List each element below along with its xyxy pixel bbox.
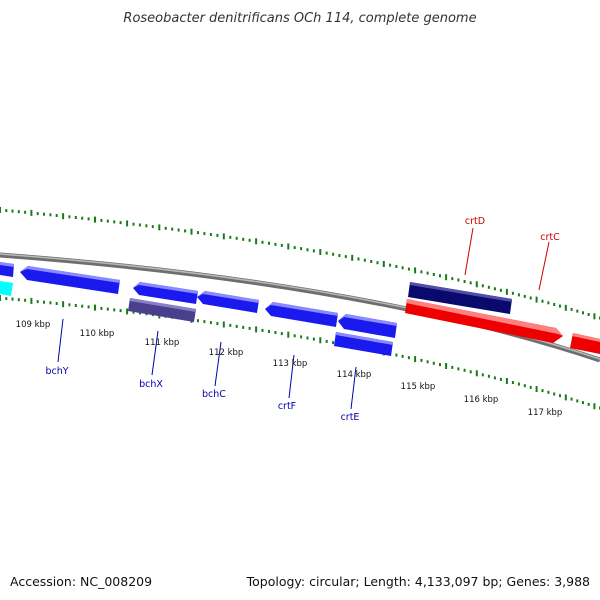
gene-label-crtF: crtF [278, 401, 296, 412]
gene-label-crtD: crtD [465, 216, 485, 227]
tick-label: 112 kbp [209, 348, 244, 358]
gene-crtF[interactable] [265, 302, 338, 327]
gene-label-bchY: bchY [45, 366, 68, 377]
tick-label: 115 kbp [401, 382, 436, 392]
gene-crtE[interactable] [334, 332, 393, 356]
tick-label: 117 kbp [528, 408, 563, 418]
outer-dotted-track [0, 207, 600, 320]
tick-label: 109 kbp [16, 320, 51, 330]
tick-label: 116 kbp [464, 395, 499, 405]
scale-tick-labels: 109 kbp 110 kbp 111 kbp 112 kbp 113 kbp … [16, 320, 563, 418]
gene-bchC[interactable] [197, 291, 259, 313]
genome-summary-text: Topology: circular; Length: 4,133,097 bp… [246, 574, 590, 589]
gene-labels: bchY bchX bchC crtF crtE crtD crtC [45, 216, 560, 423]
gene-bchX-upper[interactable] [133, 282, 198, 304]
gene-cyan-left[interactable] [0, 281, 13, 296]
gene-leader-lines [57, 227, 550, 410]
tick-label: 110 kbp [80, 329, 115, 339]
tick-label: 113 kbp [273, 359, 308, 369]
gene-bchX[interactable] [128, 298, 196, 322]
gene-label-crtC: crtC [540, 232, 560, 243]
tick-label: 111 kbp [145, 338, 180, 348]
gene-label-bchX: bchX [139, 379, 163, 390]
map-title: Roseobacter denitrificans OCh 114, compl… [123, 11, 476, 26]
gene-bchY[interactable] [20, 266, 120, 294]
gene-crtE-upper[interactable] [338, 314, 397, 338]
accession-text: Accession: NC_008209 [10, 574, 152, 589]
gene-features [0, 262, 600, 356]
gene-label-crtE: crtE [341, 412, 360, 423]
tick-label: 114 kbp [337, 370, 372, 380]
gene-label-bchC: bchC [202, 389, 226, 400]
gene-crtD[interactable] [408, 282, 512, 314]
